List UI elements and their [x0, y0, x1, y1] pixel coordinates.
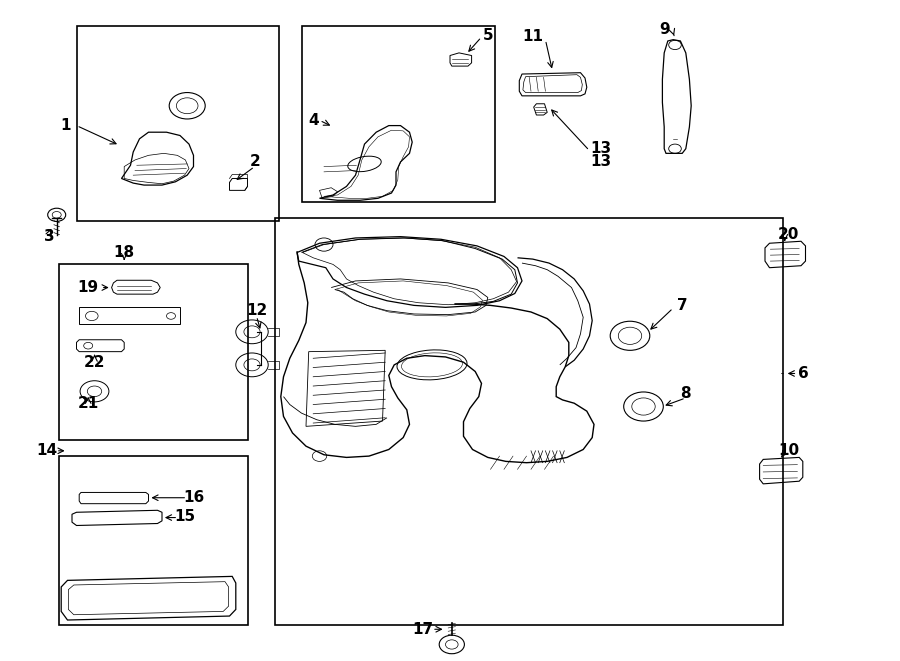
Text: 6: 6 [798, 366, 809, 381]
Bar [58, 456, 248, 625]
Bar [58, 264, 248, 440]
Text: 9: 9 [659, 22, 670, 37]
Text: 3: 3 [44, 229, 55, 244]
Text: 15: 15 [174, 510, 195, 524]
Text: 4: 4 [308, 113, 319, 128]
Text: 16: 16 [183, 490, 204, 504]
Text: 1: 1 [60, 118, 71, 133]
Text: 11: 11 [522, 29, 544, 44]
Text: 13: 13 [590, 155, 612, 169]
Bar [302, 26, 495, 202]
Bar [274, 218, 783, 625]
Text: 5: 5 [482, 28, 493, 42]
Text: 21: 21 [77, 396, 99, 410]
Text: 19: 19 [77, 280, 99, 295]
Text: 12: 12 [246, 303, 267, 318]
Text: 7: 7 [677, 298, 688, 313]
Text: 20: 20 [778, 227, 799, 242]
Text: 14: 14 [36, 444, 58, 458]
Text: 22: 22 [84, 355, 105, 369]
Text: 13: 13 [590, 141, 612, 156]
Text: 17: 17 [412, 622, 434, 637]
Bar [76, 26, 279, 221]
Text: 8: 8 [680, 386, 691, 401]
Text: 2: 2 [249, 155, 260, 169]
Text: 10: 10 [778, 444, 800, 458]
Text: 18: 18 [113, 245, 135, 260]
